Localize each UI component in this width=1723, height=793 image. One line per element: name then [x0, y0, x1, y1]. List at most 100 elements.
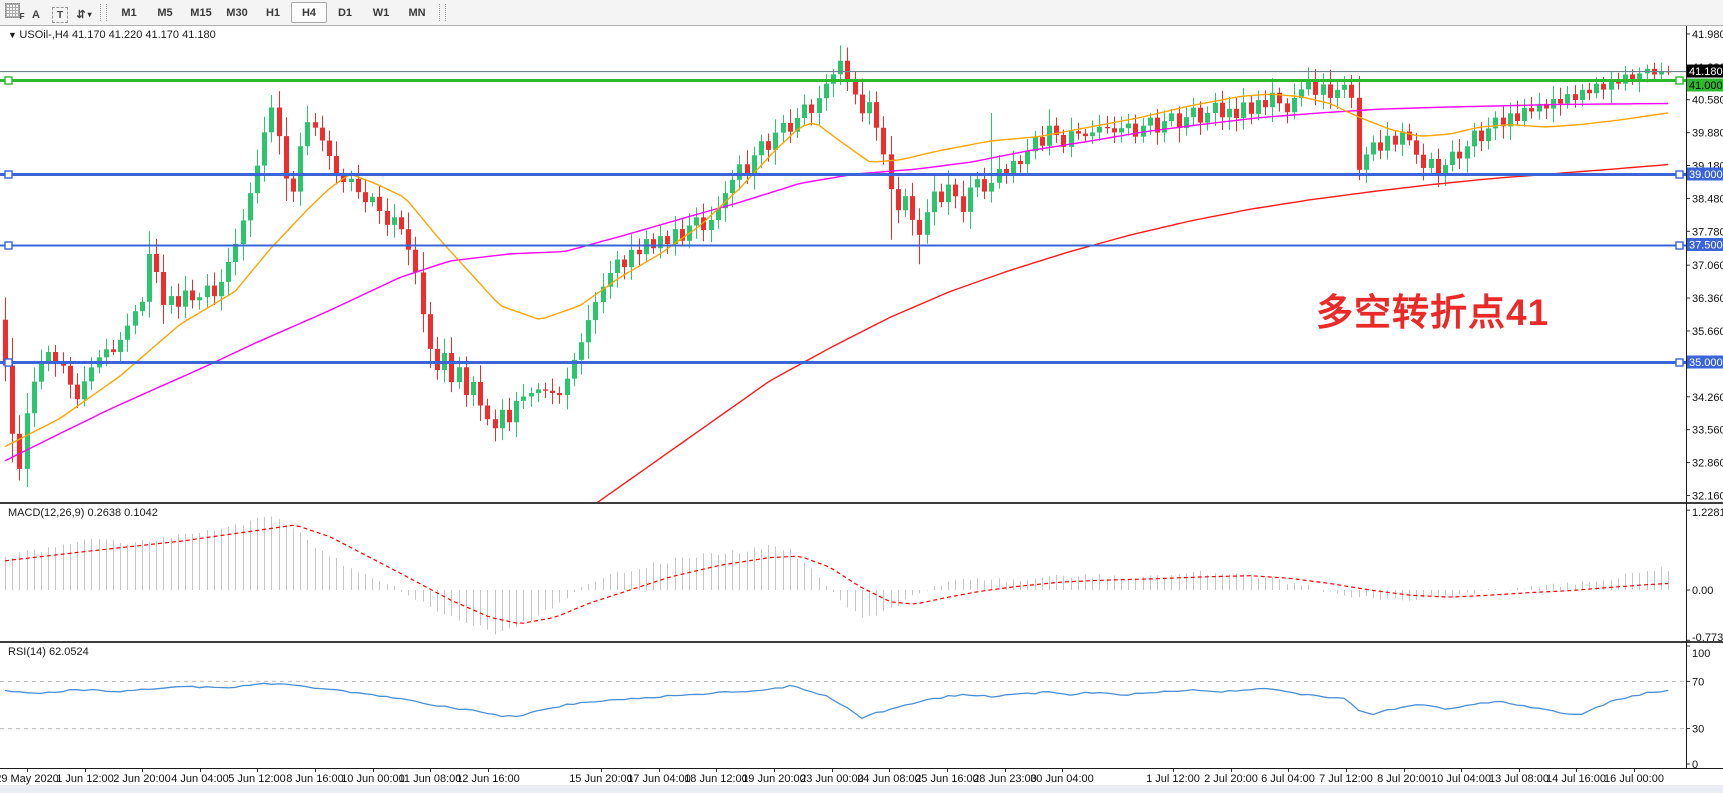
- timeframe-button-m15[interactable]: M15: [190, 6, 212, 19]
- hline-39000-handle[interactable]: [1675, 170, 1684, 179]
- date-label: 11 Jun 08:00: [399, 773, 462, 785]
- date-label: 17 Jun 04:00: [627, 773, 691, 785]
- svg-text:100: 100: [1692, 648, 1710, 660]
- hline-35000-handle[interactable]: [1675, 358, 1684, 367]
- svg-text:41.180: 41.180: [1689, 66, 1723, 78]
- arrange-windows-icon[interactable]: ⇵ ▾: [76, 8, 92, 21]
- chart-shift-grid-icon[interactable]: F: [1, 1, 25, 21]
- text-label-icon[interactable]: T: [49, 6, 71, 25]
- date-label: 10 Jul 04:00: [1431, 773, 1491, 785]
- date-label: 23 Jun 00:00: [800, 773, 864, 785]
- text-cursor-icon[interactable]: A: [32, 8, 40, 21]
- svg-text:35.660: 35.660: [1692, 326, 1723, 338]
- date-label: 7 Jul 12:00: [1319, 773, 1373, 785]
- date-label: 12 Jun 16:00: [456, 773, 520, 785]
- timeframe-buttons: M1 M5 M15 M30 H1 H4 D1 W1 MN: [111, 2, 435, 23]
- date-label: 2 Jun 20:00: [113, 773, 171, 785]
- date-label: 8 Jul 20:00: [1377, 773, 1431, 785]
- timeframe-button-m1[interactable]: M1: [121, 6, 137, 19]
- svg-text:34.260: 34.260: [1692, 392, 1723, 404]
- svg-text:0: 0: [1692, 759, 1698, 771]
- hline-37500-handle[interactable]: [4, 241, 13, 250]
- rsi-axis: 100 70 30 0: [1686, 645, 1710, 771]
- svg-text:32.860: 32.860: [1692, 458, 1723, 470]
- svg-text:1.2281: 1.2281: [1692, 507, 1723, 519]
- hline-39000[interactable]: [0, 170, 1686, 179]
- timeframe-button-m30[interactable]: M30: [226, 6, 248, 19]
- price-box-37.500: 37.500: [1687, 238, 1723, 252]
- candles-group: [3, 45, 1671, 487]
- date-label: 24 Jun 08:00: [857, 773, 921, 785]
- svg-text:70: 70: [1692, 676, 1704, 688]
- price-box-39.000: 39.000: [1687, 167, 1723, 181]
- macd-indicator-label: MACD(12,26,9) 0.2638 0.1042: [8, 507, 158, 519]
- toolbar-grip[interactable]: [100, 4, 107, 21]
- ma-fast-orange-line: [4, 93, 1669, 448]
- ma-mid-magenta-line: [4, 102, 1669, 462]
- date-label: 19 Jun 20:00: [742, 773, 806, 785]
- svg-text:35.000: 35.000: [1689, 357, 1723, 369]
- rsi-splitter[interactable]: [0, 641, 1723, 643]
- timeframe-button-w1[interactable]: W1: [372, 6, 390, 19]
- svg-text:38.480: 38.480: [1692, 193, 1723, 205]
- date-label: 15 Jun 20:00: [569, 773, 633, 785]
- symbol-dropdown-icon[interactable]: ▼: [8, 30, 20, 40]
- date-label: 16 Jul 00:00: [1604, 773, 1664, 785]
- svg-text:37.500: 37.500: [1689, 240, 1723, 252]
- macd-splitter[interactable]: [0, 502, 1723, 504]
- price-box-35.000: 35.000: [1687, 355, 1723, 369]
- hline-41000[interactable]: [0, 76, 1686, 85]
- svg-text:41.000: 41.000: [1689, 80, 1723, 92]
- timeframe-button-h4[interactable]: H4: [291, 2, 327, 23]
- timeframe-button-d1[interactable]: D1: [337, 6, 353, 19]
- date-label: 5 Jun 12:00: [228, 773, 286, 785]
- macd-pane: [4, 516, 1669, 635]
- date-label: 1 Jul 12:00: [1146, 773, 1200, 785]
- svg-text:30: 30: [1692, 724, 1704, 736]
- date-label: 28 Jun 23:00: [973, 773, 1037, 785]
- date-label: 8 Jun 16:00: [286, 773, 344, 785]
- svg-text:0.00: 0.00: [1692, 585, 1713, 597]
- chart-title: ▼ USOil-,H4 41.170 41.220 41.170 41.180: [8, 29, 216, 41]
- ma-slow-red-line: [596, 163, 1669, 502]
- svg-text:37.060: 37.060: [1692, 260, 1723, 272]
- hline-37500[interactable]: [0, 241, 1686, 250]
- svg-text:39.880: 39.880: [1692, 128, 1723, 140]
- hline-39000-handle[interactable]: [4, 170, 13, 179]
- date-label: 4 Jun 04:00: [171, 773, 229, 785]
- hline-41000-handle[interactable]: [1675, 76, 1684, 85]
- price-axis[interactable]: 41.98041.28040.58039.88039.18038.48037.7…: [1686, 29, 1723, 503]
- date-label: 2 Jul 20:00: [1204, 773, 1258, 785]
- rsi-indicator-label: RSI(14) 62.0524: [8, 646, 89, 658]
- price-box-41.000: 41.000: [1687, 78, 1723, 92]
- rsi-line: [4, 682, 1669, 720]
- macd-signal-line: [4, 524, 1669, 624]
- chart-title-text: USOil-,H4 41.170 41.220 41.170 41.180: [19, 29, 216, 41]
- date-label: 14 Jul 16:00: [1546, 773, 1606, 785]
- date-label: 25 Jun 16:00: [915, 773, 979, 785]
- hline-37500-handle[interactable]: [1675, 241, 1684, 250]
- timeframe-button-m5[interactable]: M5: [157, 6, 173, 19]
- hline-35000-handle[interactable]: [4, 358, 13, 367]
- bottom-strip: [0, 785, 1723, 793]
- chart-annotation-text[interactable]: 多空转折点41: [1316, 292, 1550, 333]
- date-label: 13 Jul 08:00: [1489, 773, 1549, 785]
- timeframe-button-h1[interactable]: H1: [265, 6, 281, 19]
- date-label: 10 Jun 00:00: [341, 773, 405, 785]
- hline-41000-handle[interactable]: [4, 76, 13, 85]
- svg-text:41.980: 41.980: [1692, 29, 1723, 41]
- rsi-pane: [0, 680, 1686, 730]
- svg-text:33.560: 33.560: [1692, 425, 1723, 437]
- hline-35000[interactable]: [0, 358, 1686, 367]
- main-price-pane: [0, 45, 1686, 502]
- toolbar-grip2[interactable]: [439, 4, 446, 21]
- current-price-box: 41.180: [1687, 64, 1723, 78]
- date-label: 29 May 2020: [0, 773, 59, 785]
- timeframe-button-mn[interactable]: MN: [408, 6, 426, 19]
- svg-text:39.000: 39.000: [1689, 169, 1723, 181]
- svg-text:40.580: 40.580: [1692, 95, 1723, 107]
- svg-text:37.780: 37.780: [1692, 226, 1723, 238]
